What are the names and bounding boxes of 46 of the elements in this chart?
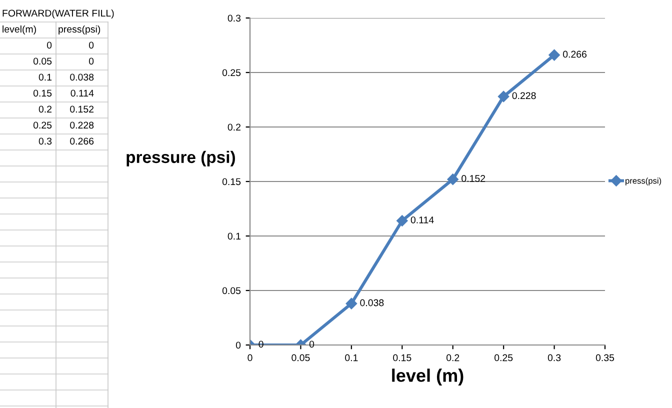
text: 0.2 (38, 106, 52, 113)
text: level(m) (2, 25, 36, 35)
data-label: 0.228 (512, 92, 536, 100)
text: 0.152 (70, 106, 94, 113)
x-tick-label: 0.25 (494, 354, 513, 362)
text: FORWARD(WATER FILL) (2, 9, 114, 19)
point (498, 90, 510, 102)
x-tick-label: 0.2 (446, 354, 460, 362)
data-label: 0.114 (410, 216, 434, 224)
text: 0.266 (70, 138, 94, 145)
data-label: 0 (258, 340, 264, 348)
point (396, 215, 408, 226)
x-tick-label: 0.35 (596, 354, 614, 362)
data-label: 0.038 (360, 299, 384, 306)
x-tick-label: 0.1 (345, 354, 358, 362)
y-tick-label: 0.15 (222, 178, 241, 186)
y-tick-label: 0.25 (222, 69, 241, 76)
text: 0.05 (33, 58, 52, 65)
x-tick-label: 0 (248, 354, 252, 362)
text: press(psi) (58, 25, 100, 35)
data-label: 0 (309, 340, 314, 348)
point (548, 49, 560, 61)
text: 0.038 (70, 74, 94, 81)
text: 0 (88, 42, 94, 49)
text: 0.25 (33, 122, 52, 129)
text: 0.228 (70, 122, 94, 129)
data-label: 0.152 (462, 175, 486, 182)
text: 0.114 (70, 90, 94, 97)
y-tick-label: 0.05 (222, 287, 241, 294)
text: 0 (46, 42, 52, 49)
point (447, 174, 458, 185)
text: 0 (88, 58, 94, 65)
y-tick-label: 0.3 (228, 14, 241, 22)
text: 0.3 (38, 138, 52, 145)
x-tick-label: 0.05 (292, 354, 310, 362)
text: 0.15 (33, 90, 52, 97)
x-axis-title: level (m) (392, 368, 464, 386)
y-tick-label: 0.1 (228, 232, 240, 240)
x-tick-label: 0.3 (548, 354, 561, 362)
y-tick-label: 0 (236, 342, 241, 349)
legend-label: press(psi) (626, 178, 662, 186)
data-label: 0.266 (563, 50, 587, 58)
y-axis-title: pressure (psi) (126, 150, 235, 166)
x-tick-label: 0.15 (393, 354, 412, 362)
y-tick-label: 0.2 (228, 124, 240, 131)
text: 0.1 (38, 74, 52, 81)
